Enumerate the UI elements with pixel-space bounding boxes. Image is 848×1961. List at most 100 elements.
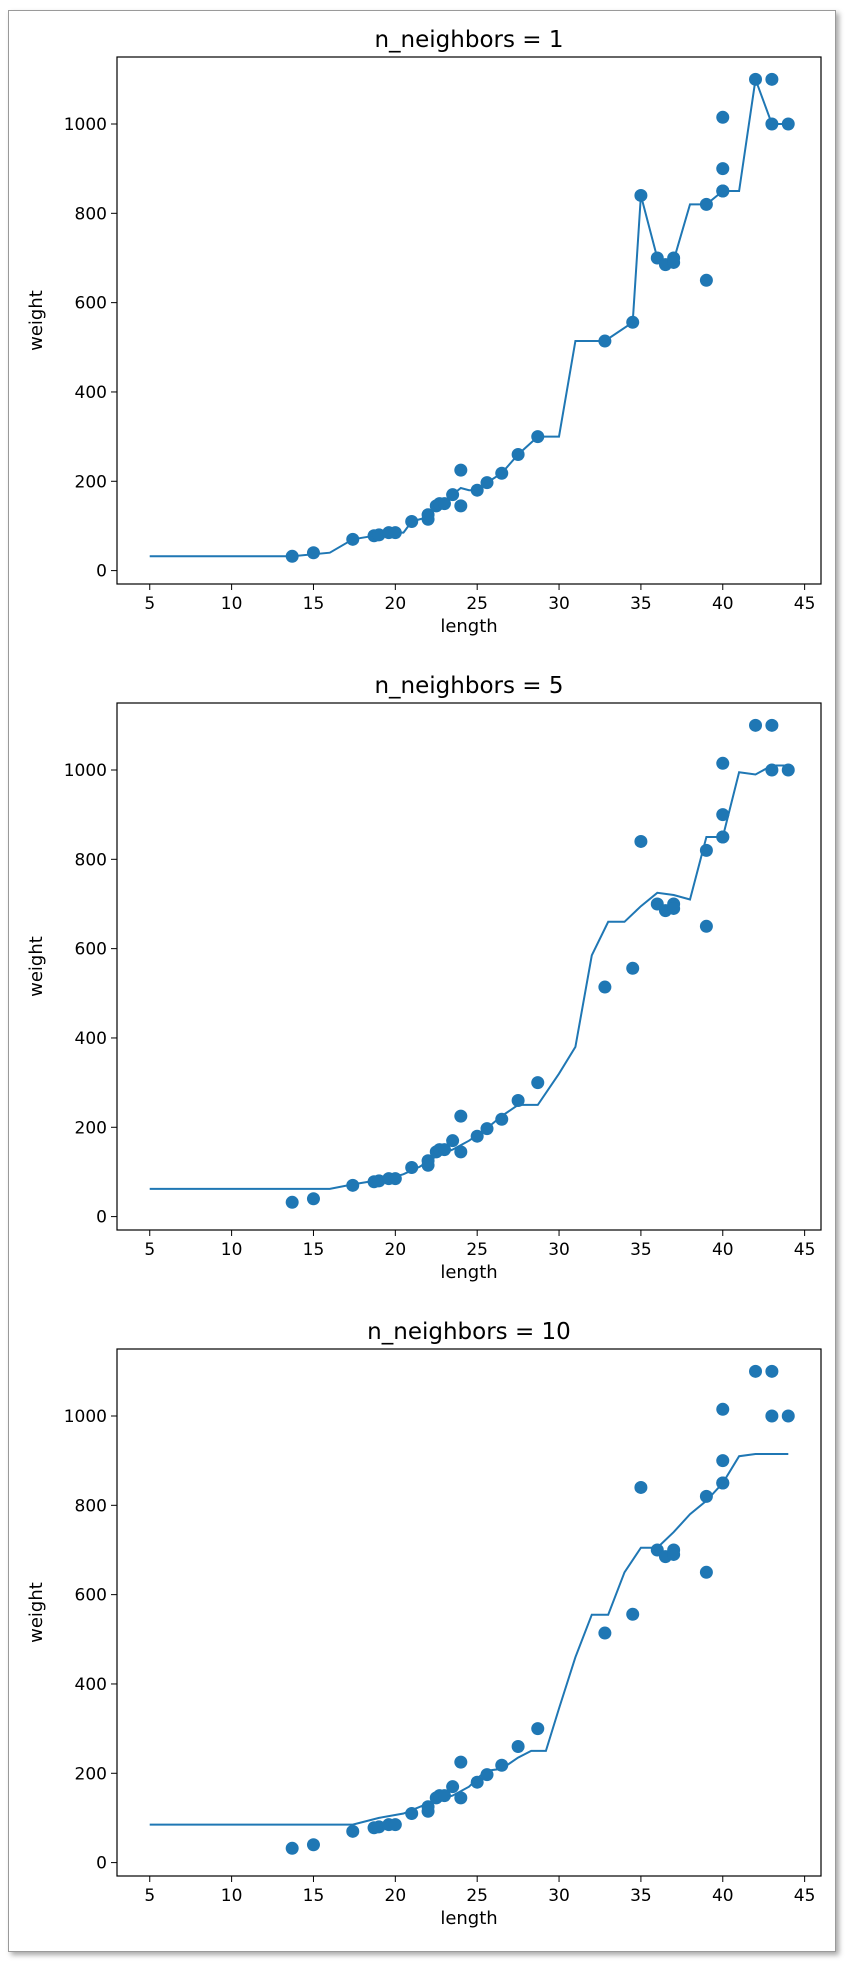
data-point — [388, 526, 402, 540]
data-point — [531, 430, 545, 444]
data-point — [511, 1093, 525, 1107]
x-tick-label: 15 — [303, 594, 325, 614]
x-tick-label: 45 — [794, 1886, 816, 1906]
y-tick-label: 200 — [75, 1764, 107, 1784]
y-tick-label: 1000 — [64, 1407, 107, 1427]
chart-1: n_neighbors = 1 5 10 15 20 25 30 35 40 45 0 200 400 6… — [26, 27, 822, 637]
prediction-line — [149, 78, 789, 558]
prediction-line — [149, 764, 789, 1190]
data-point — [388, 1172, 402, 1186]
data-point — [716, 110, 730, 124]
x-tick-label: 25 — [466, 1240, 488, 1260]
y-axis-label: weight — [26, 290, 47, 351]
data-point — [346, 1178, 360, 1192]
y-tick-label: 0 — [96, 1854, 107, 1874]
x-tick-label: 40 — [712, 594, 734, 614]
x-tick-label: 35 — [630, 1240, 652, 1260]
y-tick-label: 200 — [75, 472, 107, 492]
data-point — [626, 1607, 640, 1621]
x-tick-label: 45 — [794, 594, 816, 614]
data-point — [626, 315, 640, 329]
chart-title: n_neighbors = 5 — [374, 673, 563, 699]
data-point — [470, 1775, 484, 1789]
y-tick-label: 1000 — [64, 115, 107, 135]
axes-frame — [116, 56, 822, 585]
data-point — [405, 1806, 419, 1820]
y-axis-label: weight — [26, 936, 47, 997]
data-point — [531, 1076, 545, 1090]
data-point — [306, 1838, 320, 1852]
data-point — [405, 514, 419, 528]
data-point — [285, 1841, 299, 1855]
data-point — [454, 1791, 468, 1805]
y-tick-label: 800 — [75, 204, 107, 224]
data-point — [446, 1134, 460, 1148]
data-point — [716, 162, 730, 176]
x-axis-label: length — [440, 616, 497, 637]
data-point — [667, 901, 681, 915]
data-point — [699, 197, 713, 211]
data-point — [454, 1755, 468, 1769]
x-tick-label: 5 — [144, 1240, 155, 1260]
x-tick-label: 15 — [303, 1240, 325, 1260]
data-point — [716, 184, 730, 198]
data-point — [634, 834, 648, 848]
chart-title: n_neighbors = 1 — [374, 27, 563, 53]
data-point — [470, 483, 484, 497]
prediction-line — [149, 1453, 789, 1826]
data-point — [716, 1454, 730, 1468]
data-point — [765, 1364, 779, 1378]
data-point — [495, 1112, 509, 1126]
data-point — [437, 497, 451, 511]
data-point — [405, 1160, 419, 1174]
x-tick-label: 35 — [630, 1886, 652, 1906]
x-tick-label: 20 — [385, 1886, 407, 1906]
data-point — [667, 1547, 681, 1561]
data-point — [765, 763, 779, 777]
data-point — [749, 1364, 763, 1378]
data-point — [372, 1174, 386, 1188]
data-point — [495, 466, 509, 480]
data-point — [781, 763, 795, 777]
x-tick-label: 10 — [221, 594, 243, 614]
data-point — [454, 463, 468, 477]
data-point — [699, 843, 713, 857]
data-point — [446, 488, 460, 502]
data-point — [480, 1122, 494, 1136]
data-point — [765, 117, 779, 131]
data-point — [446, 1780, 460, 1794]
data-point — [372, 528, 386, 542]
data-point — [699, 1489, 713, 1503]
data-point — [716, 808, 730, 822]
data-point — [699, 1565, 713, 1579]
figure-frame — [8, 10, 836, 1952]
data-point — [346, 1824, 360, 1838]
data-point — [598, 1626, 612, 1640]
data-point — [437, 1789, 451, 1803]
data-point — [495, 1758, 509, 1772]
y-tick-label: 0 — [96, 1208, 107, 1228]
y-tick-label: 400 — [75, 383, 107, 403]
x-tick-label: 5 — [144, 1886, 155, 1906]
data-point — [421, 1800, 435, 1814]
data-point — [716, 830, 730, 844]
data-point — [634, 1480, 648, 1494]
data-point — [749, 718, 763, 732]
data-point — [716, 756, 730, 770]
data-point — [626, 961, 640, 975]
x-tick-label: 20 — [385, 594, 407, 614]
axes-frame — [116, 1348, 822, 1877]
data-point — [716, 1402, 730, 1416]
y-axis-label: weight — [26, 1582, 47, 1643]
data-point — [699, 919, 713, 933]
x-tick-label: 30 — [548, 1240, 570, 1260]
data-point — [667, 255, 681, 269]
data-point — [531, 1722, 545, 1736]
data-point — [765, 1409, 779, 1423]
y-tick-label: 600 — [75, 294, 107, 314]
data-point — [388, 1818, 402, 1832]
data-point — [285, 549, 299, 563]
data-point — [765, 72, 779, 86]
x-tick-label: 30 — [548, 1886, 570, 1906]
x-tick-label: 25 — [466, 594, 488, 614]
